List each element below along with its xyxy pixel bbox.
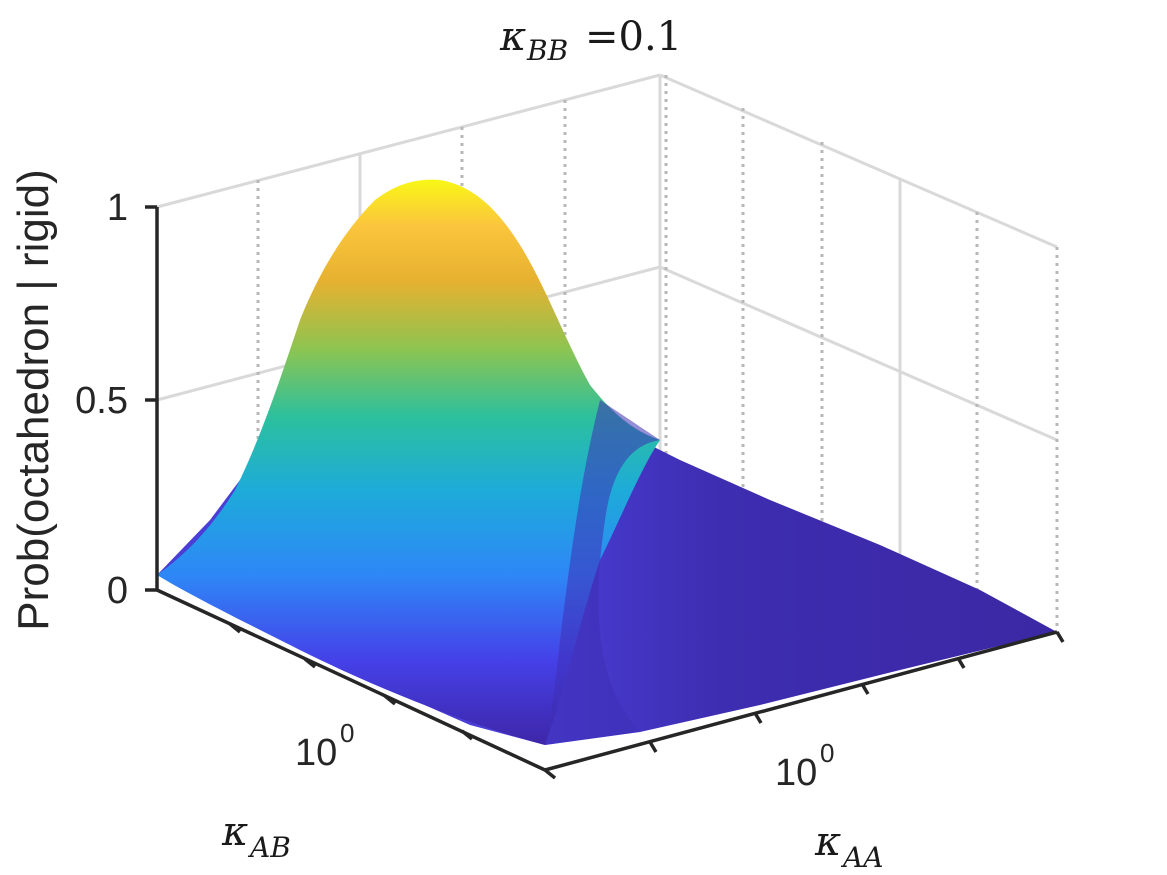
y-axis-label: κ AB [221,809,291,864]
surface-floor-region [540,410,1057,745]
surface-mesh [157,179,1057,745]
surface-flank-shadow [545,400,660,745]
chart-title: κ BB =0.1 [499,14,682,67]
x-tick-label-exp: 0 [820,738,834,768]
x-axis-label: κ AA [814,819,883,874]
x-tick [648,741,658,753]
y-tick [303,657,317,669]
grid-line [659,73,1058,249]
z-tick-label-0.5: 0.5 [75,380,128,422]
y-tick-label-exp: 0 [340,718,354,748]
y-axis-line [156,588,546,772]
y-tick [228,622,242,634]
x-ticks [648,631,1065,753]
y-tick-label-base: 10 [295,732,337,774]
x-tick [860,683,870,695]
y-tick [543,768,557,780]
x-tick-label: 10 0 [775,738,834,794]
minor-grid-lines [156,75,1059,772]
y-tick-label: 10 0 [295,718,354,774]
z-ticks [145,205,157,592]
z-tick-label-1: 1 [107,187,128,229]
y-axis-label-subscript: AB [247,831,291,864]
grid-line [659,265,1058,442]
x-axis-label-subscript: AA [840,841,883,874]
z-axis-label: Prob(octahedron | rigid) [9,169,58,630]
z-tick-label-0: 0 [107,570,128,612]
x-tick [956,657,966,669]
y-tick [460,729,474,741]
x-tick-label-base: 10 [775,752,817,794]
x-tick [753,712,763,724]
y-axis-label-symbol: κ [221,809,248,855]
x-axis-label-symbol: κ [814,819,841,865]
surface-peak [157,179,660,745]
y-tick [383,694,397,706]
title-value: =0.1 [585,14,682,60]
y-ticks [228,622,557,780]
grid-line [156,73,661,209]
x-tick [1055,631,1065,643]
x-axis-line [544,630,1058,772]
title-symbol: κ [499,14,526,60]
title-subscript: BB [526,34,568,67]
